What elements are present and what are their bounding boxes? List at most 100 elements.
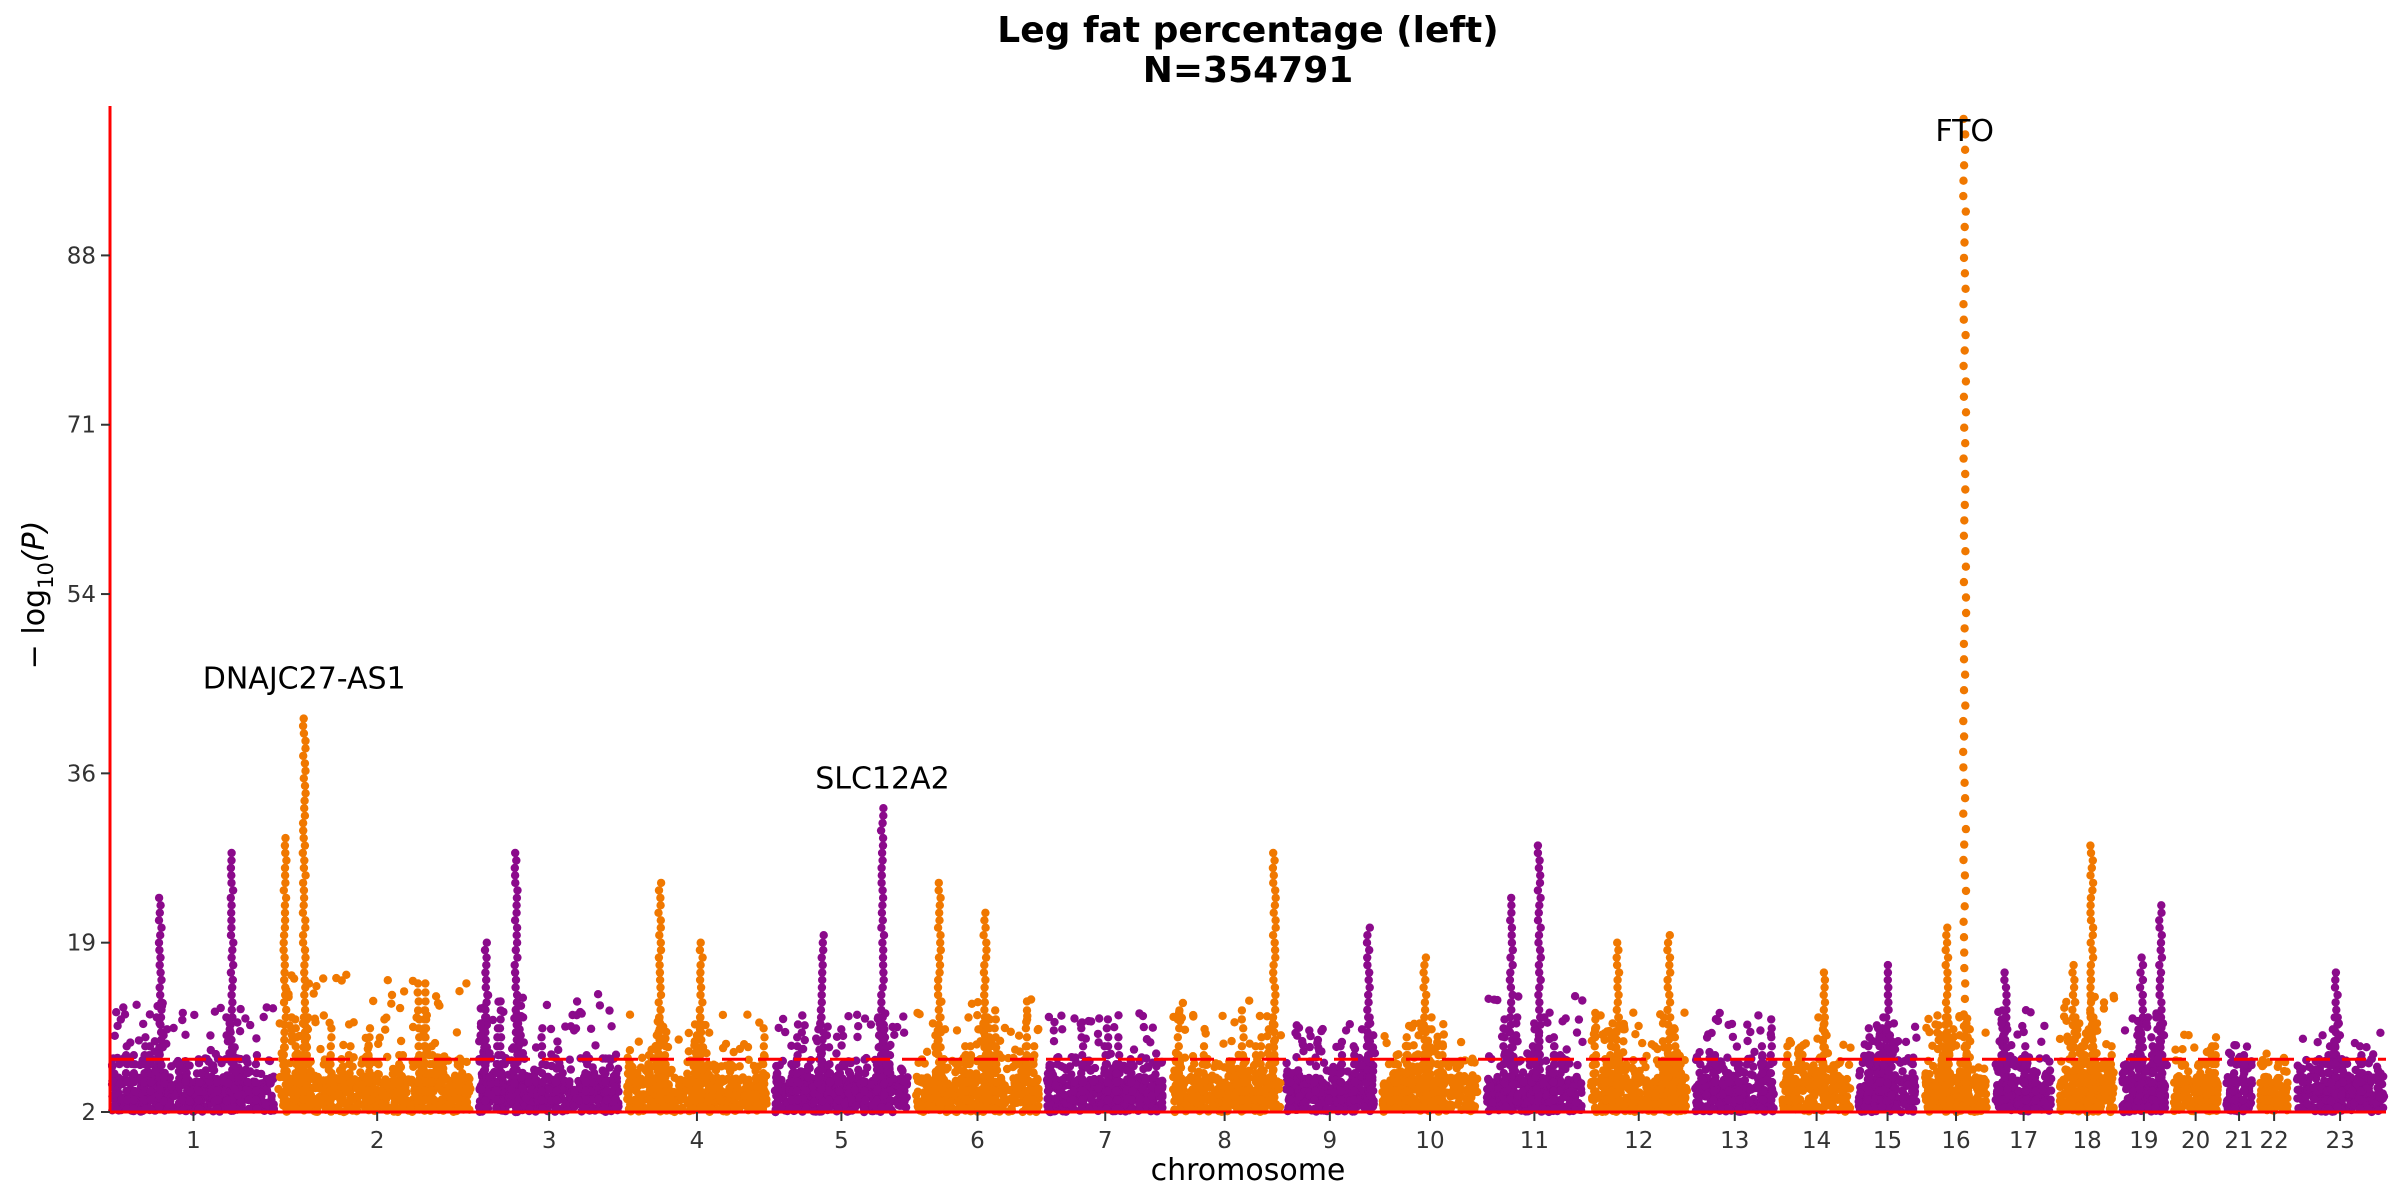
snp-point bbox=[336, 1093, 346, 1102]
snp-point bbox=[326, 1042, 335, 1051]
snp-point bbox=[860, 1069, 870, 1078]
snp-point bbox=[415, 1015, 424, 1024]
snp-point bbox=[437, 1086, 447, 1096]
snp-point bbox=[1350, 1069, 1360, 1078]
snp-point bbox=[960, 1077, 970, 1087]
snp-point bbox=[591, 1041, 600, 1050]
snp-point bbox=[120, 1010, 130, 1019]
snp-point bbox=[1219, 1039, 1228, 1048]
snp-point bbox=[145, 1060, 155, 1069]
snp-point bbox=[1313, 1038, 1322, 1048]
snp-point bbox=[1439, 1030, 1449, 1039]
snp-point bbox=[146, 1095, 155, 1105]
snp-point bbox=[387, 990, 397, 1000]
snp-point bbox=[1286, 1095, 1295, 1105]
snp-point bbox=[1129, 1045, 1139, 1054]
snp-point bbox=[1459, 1077, 1468, 1087]
snp-point bbox=[123, 1060, 132, 1069]
snp-point bbox=[178, 1008, 187, 1018]
snp-point bbox=[121, 1051, 131, 1060]
snp-point bbox=[312, 982, 321, 991]
snp-point bbox=[413, 979, 423, 988]
snp-point bbox=[259, 1012, 268, 1022]
snp-point bbox=[345, 1060, 354, 1069]
snp-point bbox=[1102, 1024, 1112, 1033]
snp-point bbox=[973, 1011, 982, 1020]
snp-point bbox=[1189, 1010, 1198, 1020]
snp-point bbox=[1230, 1018, 1239, 1027]
snp-point bbox=[144, 1051, 154, 1060]
snp-point bbox=[1103, 1015, 1113, 1024]
snp-point bbox=[545, 1085, 554, 1094]
snp-point bbox=[364, 1077, 373, 1087]
snp-point bbox=[380, 1079, 389, 1088]
snp-point bbox=[129, 1051, 138, 1060]
snp-point bbox=[194, 1095, 203, 1105]
chart-subtitle: N=354791 bbox=[1143, 50, 1354, 91]
snp-point bbox=[1173, 1033, 1183, 1042]
snp-point bbox=[353, 1092, 363, 1101]
snp-point bbox=[1058, 1025, 1067, 1034]
snp-point bbox=[1239, 1060, 1248, 1069]
snp-point bbox=[236, 1004, 245, 1014]
snp-point bbox=[291, 1069, 300, 1078]
snp-point bbox=[1311, 1086, 1320, 1096]
snp-point bbox=[1043, 1094, 1052, 1103]
snp-point bbox=[1245, 996, 1254, 1005]
snp-point bbox=[494, 1051, 503, 1060]
snp-point bbox=[1051, 1094, 1061, 1103]
snp-point bbox=[396, 1036, 406, 1046]
snp-point bbox=[241, 1014, 250, 1023]
snp-point bbox=[1021, 1086, 1031, 1096]
snp-point bbox=[113, 1021, 122, 1031]
snp-point bbox=[415, 1095, 424, 1105]
snp-point bbox=[492, 1069, 502, 1078]
snp-point bbox=[1349, 1042, 1358, 1051]
snp-point bbox=[1147, 1091, 1157, 1101]
snp-point bbox=[917, 1074, 926, 1083]
snp-point bbox=[130, 1086, 140, 1096]
snp-point bbox=[204, 1057, 213, 1066]
snp-point bbox=[268, 1004, 278, 1013]
snp-point bbox=[1227, 1036, 1236, 1046]
snp-point bbox=[625, 1095, 635, 1105]
snp-point bbox=[834, 1077, 843, 1087]
snp-point bbox=[961, 1051, 970, 1060]
snp-point bbox=[717, 1077, 726, 1087]
snp-point bbox=[1139, 1022, 1149, 1032]
snp-point bbox=[169, 1023, 178, 1033]
snp-point bbox=[1199, 1069, 1208, 1078]
snp-point bbox=[236, 1097, 245, 1107]
snp-point bbox=[243, 1069, 252, 1078]
snp-point bbox=[805, 1064, 814, 1073]
snp-point bbox=[365, 1033, 374, 1042]
snp-point bbox=[1078, 1095, 1087, 1105]
snp-point bbox=[607, 1022, 616, 1031]
snp-point bbox=[1439, 1019, 1448, 1029]
snp-point bbox=[1029, 1069, 1038, 1078]
snp-point bbox=[850, 1086, 859, 1095]
snp-point bbox=[899, 1012, 908, 1021]
snp-point bbox=[961, 1086, 970, 1096]
snp-point bbox=[378, 1089, 387, 1098]
snp-point bbox=[205, 1077, 214, 1087]
snp-point bbox=[1174, 1069, 1184, 1078]
snp-point bbox=[457, 1073, 466, 1083]
snp-point bbox=[524, 1078, 533, 1087]
snp-point bbox=[832, 1049, 841, 1058]
snp-point bbox=[252, 1034, 261, 1043]
snp-point bbox=[1438, 1069, 1448, 1078]
snp-point bbox=[801, 1086, 810, 1095]
snp-point bbox=[1112, 1069, 1121, 1078]
snp-point bbox=[759, 1060, 768, 1069]
snp-point bbox=[121, 1069, 131, 1078]
snp-point bbox=[552, 1095, 561, 1105]
snp-point bbox=[1103, 1069, 1113, 1078]
snp-point bbox=[381, 1025, 390, 1034]
snp-point bbox=[1328, 1067, 1338, 1077]
snp-point bbox=[793, 1077, 802, 1087]
snp-point bbox=[344, 1020, 354, 1029]
snp-point bbox=[964, 1013, 973, 1022]
snp-point bbox=[145, 1010, 155, 1019]
snp-point bbox=[960, 1069, 970, 1078]
